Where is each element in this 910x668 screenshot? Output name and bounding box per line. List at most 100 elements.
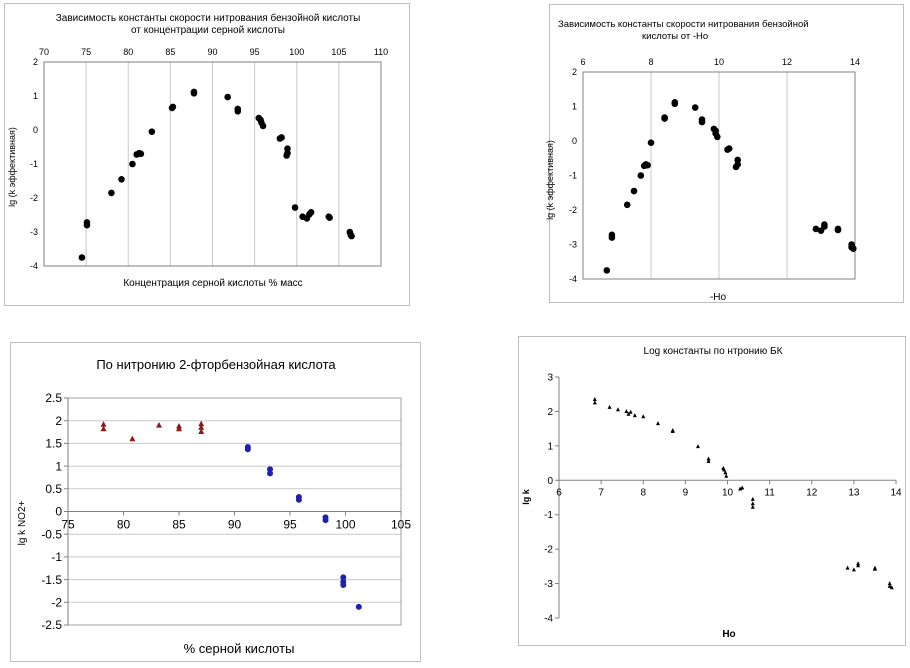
- data-point: [889, 585, 894, 590]
- chart-4-xlabel: Ho: [722, 629, 735, 640]
- x-tick-label: 80: [117, 518, 131, 532]
- x-tick-label: 75: [81, 47, 91, 57]
- chart-4: Log константы по нтронию БК Ho lg k 3210…: [521, 346, 902, 640]
- chart-3-plot: 2.5 2 1.5 1 0.5 0 -0.5 -1 -1.5 -2 -2.5 75 80 85 90 95 10…: [41, 391, 411, 632]
- data-point: [691, 104, 699, 111]
- x-tick-label: 100: [335, 518, 355, 532]
- chart-panel-1: Зависимость константы скорости нитровани…: [4, 3, 410, 306]
- data-point: [872, 566, 877, 571]
- data-point: [348, 232, 355, 240]
- chart-1-subtitle: от концентрации серной кислоты: [131, 25, 285, 36]
- data-point: [592, 396, 597, 401]
- y-tick-label: 1: [33, 91, 38, 101]
- data-point-series-2: [355, 603, 362, 610]
- y-tick-label: 2: [55, 414, 62, 428]
- data-point: [78, 254, 86, 261]
- data-point: [108, 189, 115, 197]
- x-tick-label: 10: [714, 57, 724, 67]
- data-point: [632, 413, 637, 418]
- y-tick-label: -1: [51, 550, 62, 564]
- x-tick-label: 80: [123, 47, 133, 57]
- y-tick-label: 0: [572, 136, 577, 146]
- data-point: [647, 139, 655, 147]
- data-point: [278, 134, 285, 141]
- x-tick-label: 13: [848, 487, 860, 498]
- y-tick-label: -1: [569, 171, 577, 181]
- data-point: [706, 458, 711, 463]
- data-point: [887, 583, 892, 588]
- y-tick-label: 2.5: [45, 391, 62, 405]
- y-tick-label: -3: [544, 579, 553, 590]
- data-point: [626, 411, 631, 416]
- y-tick-label: -1.5: [41, 573, 62, 587]
- y-tick-label: -0.5: [41, 527, 62, 541]
- y-tick-label: 0: [55, 505, 62, 519]
- y-tick-label: -2: [544, 545, 553, 556]
- data-point: [722, 467, 727, 472]
- chart-2: Зависимость константы скорости нитровани…: [545, 19, 860, 303]
- y-tick-label: -2: [51, 596, 62, 610]
- x-tick-label: 11: [764, 487, 775, 498]
- x-tick-label: 85: [165, 47, 175, 57]
- data-point-series-2: [322, 517, 329, 524]
- data-point: [732, 163, 740, 171]
- data-point-series-1: [176, 425, 182, 432]
- data-point: [812, 225, 820, 233]
- data-point: [750, 496, 755, 501]
- data-point: [723, 470, 728, 475]
- y-tick-label: -4: [569, 274, 577, 284]
- chart-3-ylabel: lg k NO2+: [17, 500, 28, 545]
- data-point: [169, 103, 177, 111]
- x-tick-label: 70: [39, 47, 49, 57]
- y-tick-label: -4: [544, 614, 553, 625]
- y-tick-label: -2.5: [41, 618, 62, 632]
- x-tick-label: 10: [722, 487, 734, 498]
- data-point: [83, 219, 91, 226]
- data-point: [637, 172, 645, 179]
- x-tick-label: 85: [172, 518, 186, 532]
- data-point: [887, 581, 892, 586]
- data-point: [135, 149, 143, 157]
- data-point-series-2: [340, 574, 347, 581]
- data-point: [750, 501, 755, 506]
- data-point: [326, 214, 333, 222]
- data-point: [856, 563, 861, 568]
- y-tick-label: 1: [547, 441, 553, 452]
- data-point: [603, 267, 611, 274]
- x-tick-label: 14: [890, 487, 902, 498]
- y-tick-label: -2: [569, 205, 577, 215]
- data-point: [283, 152, 290, 159]
- y-tick-label: -4: [30, 261, 38, 271]
- data-point: [661, 114, 668, 121]
- x-tick-label: 9: [683, 487, 689, 498]
- data-point: [834, 226, 842, 234]
- chart-3: По нитронию 2-фторбензойная кислота % се…: [17, 357, 411, 656]
- y-tick-label: 1: [55, 459, 62, 473]
- x-tick-label: 12: [806, 487, 818, 498]
- data-point: [725, 145, 733, 152]
- data-point: [129, 160, 136, 168]
- chart-3-title: По нитронию 2-фторбензойная кислота: [96, 357, 336, 372]
- x-tick-label: 8: [640, 487, 646, 498]
- data-point-series-1: [100, 425, 107, 432]
- data-point: [623, 201, 631, 209]
- data-point: [148, 128, 156, 135]
- y-tick-label: 1.5: [45, 437, 62, 451]
- chart-1-ylabel: lg (k эффективная): [7, 127, 17, 207]
- x-tick-label: 7: [598, 487, 604, 498]
- data-point: [190, 88, 198, 96]
- chart-panel-2: Зависимость константы скорости нитровани…: [545, 4, 904, 303]
- data-point: [259, 122, 267, 130]
- data-point: [724, 473, 729, 478]
- data-point: [696, 444, 701, 449]
- x-tick-label: 95: [283, 518, 297, 532]
- data-point-series-2: [244, 446, 251, 453]
- data-point-series-1: [198, 428, 205, 434]
- data-point: [628, 409, 633, 414]
- y-tick-label: 0.5: [45, 482, 62, 496]
- y-tick-label: -1: [30, 159, 38, 169]
- data-point: [851, 567, 856, 572]
- data-point: [845, 565, 850, 570]
